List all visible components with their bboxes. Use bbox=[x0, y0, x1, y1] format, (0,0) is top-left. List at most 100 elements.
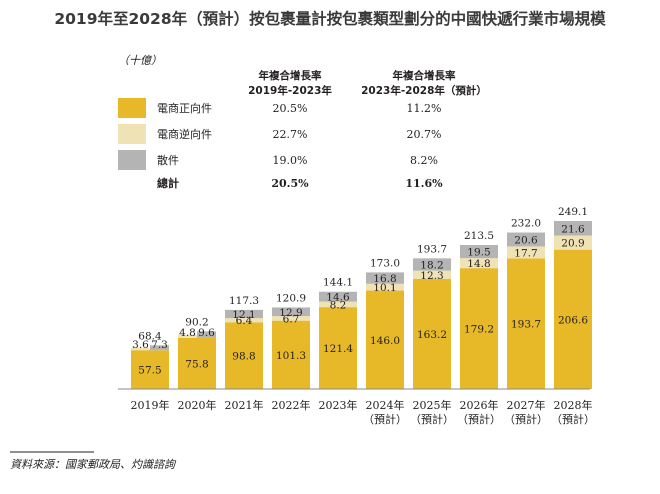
total-label-4: 120.9 bbox=[276, 292, 306, 304]
bar-forward-9 bbox=[507, 258, 545, 389]
label-reverse-4: 6.7 bbox=[283, 313, 300, 325]
x-tick-label-7: 2025年 bbox=[413, 398, 452, 412]
legend-cagr2-parcel: 8.2% bbox=[410, 154, 438, 167]
legend-cagr2-forward: 11.2% bbox=[407, 102, 442, 115]
total-label-6: 173.0 bbox=[370, 257, 400, 269]
total-label-5: 144.1 bbox=[323, 277, 353, 289]
label-forward-3: 98.8 bbox=[232, 351, 255, 363]
total-label-1: 68.4 bbox=[138, 330, 162, 342]
label-forward-8: 179.2 bbox=[464, 324, 494, 336]
x-tick-label-8: 2026年 bbox=[460, 398, 499, 412]
bar-reverse-9 bbox=[507, 246, 545, 259]
label-reverse-7: 12.3 bbox=[420, 270, 443, 282]
x-tick-label-5: 2023年 bbox=[319, 398, 358, 412]
bar-forward-10 bbox=[554, 249, 592, 389]
x-tick-label-7-sub: （預計） bbox=[410, 412, 454, 426]
source-note: 資料來源：國家郵政局、灼識諮詢 bbox=[10, 458, 177, 471]
bar-parcel-2 bbox=[197, 331, 216, 338]
cagr-header-2-line-1: 年複合增長率 bbox=[393, 69, 456, 82]
x-tick-label-6-sub: （預計） bbox=[363, 412, 407, 426]
total-label-7: 193.7 bbox=[417, 243, 447, 255]
label-forward-2: 75.8 bbox=[185, 358, 208, 370]
chart-title: 2019年至2028年（預計）按包裹量計按包裹類型劃分的中國快遞行業市場規模 bbox=[54, 9, 606, 28]
bar-parcel-1 bbox=[150, 345, 169, 351]
x-axis-labels: 2019年 2020年 2021年 2022年 2023年 2024年（預計）2025年（… bbox=[131, 398, 596, 426]
bar-reverse-4 bbox=[272, 316, 310, 321]
label-forward-1: 57.5 bbox=[138, 365, 161, 377]
x-tick-label-8-sub: （預計） bbox=[457, 412, 501, 426]
unit-label: （十億） bbox=[118, 54, 162, 67]
cagr-header-1-line-1: 年複合增長率 bbox=[259, 69, 322, 82]
bar-parcel-9 bbox=[507, 232, 545, 247]
label-forward-5: 121.4 bbox=[323, 343, 353, 355]
legend-cagr1-parcel: 19.0% bbox=[273, 154, 308, 167]
label-parcel-1: 7.3 bbox=[151, 339, 168, 351]
total-row-label: 總計 bbox=[157, 176, 179, 190]
cagr-header-2-line-2: 2023年-2028年（預計） bbox=[361, 84, 487, 97]
label-reverse-8: 14.8 bbox=[467, 258, 490, 270]
total-label-9: 232.0 bbox=[511, 218, 541, 230]
label-parcel-10: 21.6 bbox=[561, 223, 585, 235]
bar-forward-6 bbox=[366, 290, 404, 389]
bar-reverse-8 bbox=[460, 258, 498, 269]
label-forward-4: 101.3 bbox=[276, 350, 306, 362]
bar-parcel-4 bbox=[272, 307, 310, 317]
x-tick-label-3: 2021年 bbox=[225, 398, 264, 412]
total-row-cagr1: 20.5% bbox=[271, 177, 309, 190]
bar-parcel-10 bbox=[554, 221, 592, 236]
legend-cagr1-reverse: 22.7% bbox=[273, 128, 308, 141]
x-tick-label-4: 2022年 bbox=[272, 398, 311, 412]
x-tick-label-2: 2020年 bbox=[178, 398, 217, 412]
bar-reverse-3 bbox=[225, 318, 263, 323]
bar-reverse-5 bbox=[319, 301, 357, 308]
bar-forward-2 bbox=[178, 337, 216, 389]
label-parcel-7: 18.2 bbox=[420, 260, 443, 272]
legend-label-reverse: 電商逆向件 bbox=[157, 127, 212, 141]
label-parcel-3: 12.1 bbox=[232, 309, 255, 321]
bar-reverse-6 bbox=[366, 283, 404, 291]
label-reverse-10: 20.9 bbox=[561, 238, 584, 250]
bar-reverse-10 bbox=[554, 235, 592, 250]
bar-parcel-8 bbox=[460, 245, 498, 259]
bar-parcel-5 bbox=[319, 291, 357, 302]
bar-parcel-3 bbox=[225, 309, 263, 319]
bar-forward-1 bbox=[131, 350, 169, 389]
legend-swatch-parcel bbox=[118, 150, 146, 170]
total-row-cagr2: 11.6% bbox=[405, 177, 443, 190]
bar-reverse-7 bbox=[413, 270, 451, 279]
total-label-3: 117.3 bbox=[229, 295, 259, 307]
x-tick-label-10: 2028年 bbox=[554, 398, 593, 412]
bar-forward-8 bbox=[460, 268, 498, 389]
legend-label-parcel: 散件 bbox=[157, 153, 179, 167]
legend-swatch-forward bbox=[118, 98, 146, 118]
bar-reverse-1 bbox=[131, 347, 150, 351]
label-reverse-6: 10.1 bbox=[373, 282, 396, 294]
total-label-10: 249.1 bbox=[558, 206, 588, 218]
legend-swatch-reverse bbox=[118, 124, 146, 144]
x-tick-label-9-sub: （預計） bbox=[504, 412, 548, 426]
label-reverse-3: 6.4 bbox=[236, 315, 253, 327]
label-reverse-5: 8.2 bbox=[330, 299, 347, 311]
x-tick-label-6: 2024年 bbox=[366, 398, 405, 412]
bar-parcel-6 bbox=[366, 272, 404, 284]
bars-group: 57.5 3.6 7.368.4 75.8 4.8 9.690.2 98.8 6.412.1 1… bbox=[131, 206, 592, 389]
cagr-header-1-line-2: 2019年-2023年 bbox=[248, 84, 332, 97]
x-tick-label-1: 2019年 bbox=[131, 398, 170, 412]
label-forward-7: 163.2 bbox=[417, 329, 447, 341]
total-label-8: 213.5 bbox=[464, 230, 494, 242]
bar-parcel-7 bbox=[413, 258, 451, 271]
label-parcel-6: 16.8 bbox=[373, 273, 396, 285]
label-forward-9: 193.7 bbox=[511, 319, 541, 331]
label-forward-10: 206.6 bbox=[558, 314, 588, 326]
label-forward-6: 146.0 bbox=[370, 335, 400, 347]
total-label-2: 90.2 bbox=[185, 316, 208, 328]
label-parcel-4: 12.9 bbox=[279, 307, 302, 319]
bar-forward-5 bbox=[319, 307, 357, 389]
x-tick-label-10-sub: （預計） bbox=[551, 412, 595, 426]
label-parcel-8: 19.5 bbox=[467, 247, 490, 259]
label-parcel-5: 14.6 bbox=[326, 292, 350, 304]
bar-forward-4 bbox=[272, 320, 310, 389]
label-parcel-9: 20.6 bbox=[514, 234, 538, 246]
